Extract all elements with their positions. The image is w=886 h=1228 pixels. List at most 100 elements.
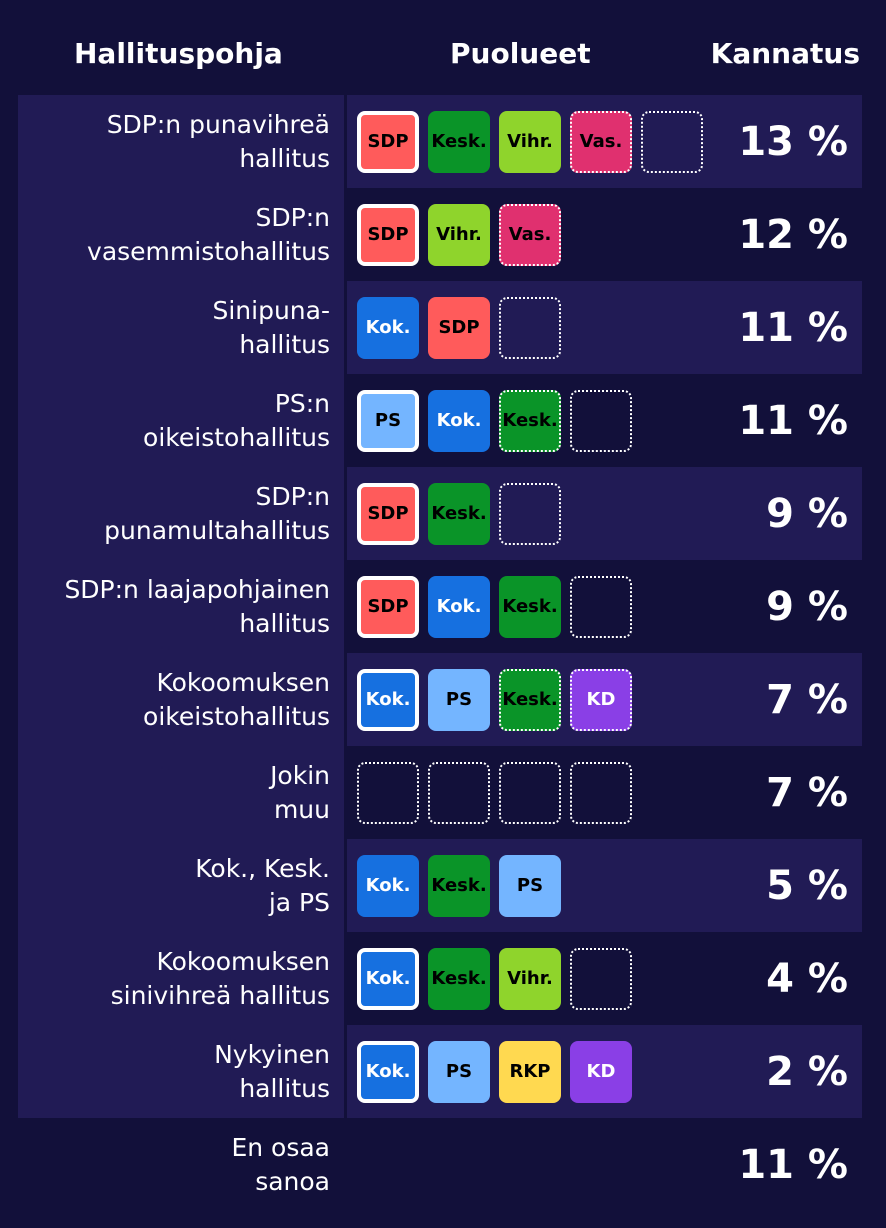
row-label-text: Nykyinen hallitus [214, 1039, 330, 1103]
party-chip-kok: Kok. [428, 575, 490, 638]
party-chip-kesk: Kesk. [428, 482, 490, 545]
party-chip-sdp: SDP [428, 296, 490, 359]
empty-party-slot [499, 296, 561, 359]
table-row: Kok., Kesk. ja PS Kok. Kesk. PS 5 % [18, 839, 862, 932]
row-label: Kok., Kesk. ja PS [18, 839, 344, 932]
party-chip-ps: PS [499, 854, 561, 917]
party-chip-rkp: RKP [499, 1040, 561, 1103]
party-chip-vihr: Vihr. [499, 110, 561, 173]
support-value: 12 % [727, 188, 862, 281]
row-label: Kokoomuksen oikeistohallitus [18, 653, 344, 746]
party-chips [347, 746, 727, 839]
support-value: 11 % [727, 374, 862, 467]
row-label-text: Kokoomuksen oikeistohallitus [143, 667, 330, 731]
row-label-text: En osaa sanoa [231, 1132, 330, 1196]
party-chip-kesk: Kesk. [499, 668, 561, 731]
empty-party-slot [570, 575, 632, 638]
empty-party-slot [570, 389, 632, 452]
party-chips: SDP Kesk. [347, 467, 727, 560]
header-parties: Puolueet [450, 37, 591, 70]
party-chips: Kok. PS Kesk. KD [347, 653, 727, 746]
empty-party-slot [357, 761, 419, 824]
party-chip-vas: Vas. [499, 203, 561, 266]
party-chips [347, 1118, 727, 1211]
party-chip-kok: Kok. [357, 854, 419, 917]
row-label: SDP:n laajapohjainen hallitus [18, 560, 344, 653]
header-support: Kannatus [710, 37, 860, 70]
table-row: SDP:n laajapohjainen hallitus SDP Kok. Kesk.… [18, 560, 862, 653]
row-label-text: Kokoomuksen sinivihreä hallitus [110, 946, 330, 1010]
empty-party-slot [499, 482, 561, 545]
row-label: Sinipuna-hallitus [18, 281, 344, 374]
row-label-text: SDP:n vasemmistohallitus [87, 202, 330, 266]
table-row: Jokin muu 7 % [18, 746, 862, 839]
row-label-text: Jokin muu [270, 760, 330, 824]
row-label-text: SDP:n punamultahallitus [104, 481, 330, 545]
header-government-base: Hallituspohja [74, 37, 283, 70]
party-chip-kesk: Kesk. [499, 575, 561, 638]
row-label-text: SDP:n punavihreä hallitus [106, 109, 330, 173]
row-label: Kokoomuksen sinivihreä hallitus [18, 932, 344, 1025]
party-chip-kok: Kok. [357, 668, 419, 731]
party-chip-sdp: SDP [357, 203, 419, 266]
empty-party-slot [641, 110, 703, 173]
party-chips: Kok. PS RKP KD [347, 1025, 727, 1118]
party-chip-kok: Kok. [428, 389, 490, 452]
party-chip-sdp: SDP [357, 482, 419, 545]
row-label: SDP:n punavihreä hallitus [18, 95, 344, 188]
empty-party-slot [570, 761, 632, 824]
support-value: 7 % [727, 653, 862, 746]
party-chip-sdp: SDP [357, 110, 419, 173]
party-chip-kesk: Kesk. [428, 947, 490, 1010]
support-value: 7 % [727, 746, 862, 839]
row-label: Jokin muu [18, 746, 344, 839]
party-chip-kd: KD [570, 1040, 632, 1103]
party-chip-ps: PS [428, 668, 490, 731]
support-value: 11 % [727, 281, 862, 374]
row-label: PS:n oikeistohallitus [18, 374, 344, 467]
party-chips: SDP Kok. Kesk. [347, 560, 727, 653]
party-chip-ps: PS [357, 389, 419, 452]
row-label-text: Kok., Kesk. ja PS [195, 853, 330, 917]
party-chip-vas: Vas. [570, 110, 632, 173]
support-value: 9 % [727, 467, 862, 560]
party-chip-kesk: Kesk. [428, 110, 490, 173]
party-chip-ps: PS [428, 1040, 490, 1103]
empty-party-slot [499, 761, 561, 824]
party-chips: PS Kok. Kesk. [347, 374, 727, 467]
party-chip-vihr: Vihr. [499, 947, 561, 1010]
support-value: 9 % [727, 560, 862, 653]
party-chip-vihr: Vihr. [428, 203, 490, 266]
party-chip-kesk: Kesk. [499, 389, 561, 452]
table-row: Sinipuna-hallitus Kok. SDP 11 % [18, 281, 862, 374]
row-label: En osaa sanoa [18, 1118, 344, 1211]
table-row: Kokoomuksen sinivihreä hallitus Kok. Kesk. V… [18, 932, 862, 1025]
party-chip-sdp: SDP [357, 575, 419, 638]
row-label: SDP:n vasemmistohallitus [18, 188, 344, 281]
table-row: En osaa sanoa 11 % [18, 1118, 862, 1211]
table-row: SDP:n vasemmistohallitus SDP Vihr. Vas. 12 % [18, 188, 862, 281]
table-row: SDP:n punamultahallitus SDP Kesk. 9 % [18, 467, 862, 560]
table-row: PS:n oikeistohallitus PS Kok. Kesk. 11 % [18, 374, 862, 467]
support-value: 13 % [727, 95, 862, 188]
support-value: 11 % [738, 1141, 848, 1188]
party-chips: SDP Vihr. Vas. [347, 188, 727, 281]
table-row: SDP:n punavihreä hallitus SDP Kesk. Vihr. Vas… [18, 95, 862, 188]
row-label: SDP:n punamultahallitus [18, 467, 344, 560]
empty-party-slot [428, 761, 490, 824]
party-chips: SDP Kesk. Vihr. Vas. [347, 95, 727, 188]
party-chip-kok: Kok. [357, 947, 419, 1010]
row-label: Nykyinen hallitus [18, 1025, 344, 1118]
party-chip-kok: Kok. [357, 1040, 419, 1103]
table-row: Kokoomuksen oikeistohallitus Kok. PS Kesk. KD… [18, 653, 862, 746]
row-label-text: Sinipuna-hallitus [212, 295, 330, 359]
party-chip-kesk: Kesk. [428, 854, 490, 917]
party-chip-kok: Kok. [357, 296, 419, 359]
support-value: 2 % [727, 1025, 862, 1118]
empty-party-slot [570, 947, 632, 1010]
party-chips: Kok. SDP [347, 281, 727, 374]
support-value: 5 % [727, 839, 862, 932]
row-label-text: SDP:n laajapohjainen hallitus [64, 574, 330, 638]
support-value: 4 % [727, 932, 862, 1025]
party-chips: Kok. Kesk. PS [347, 839, 727, 932]
